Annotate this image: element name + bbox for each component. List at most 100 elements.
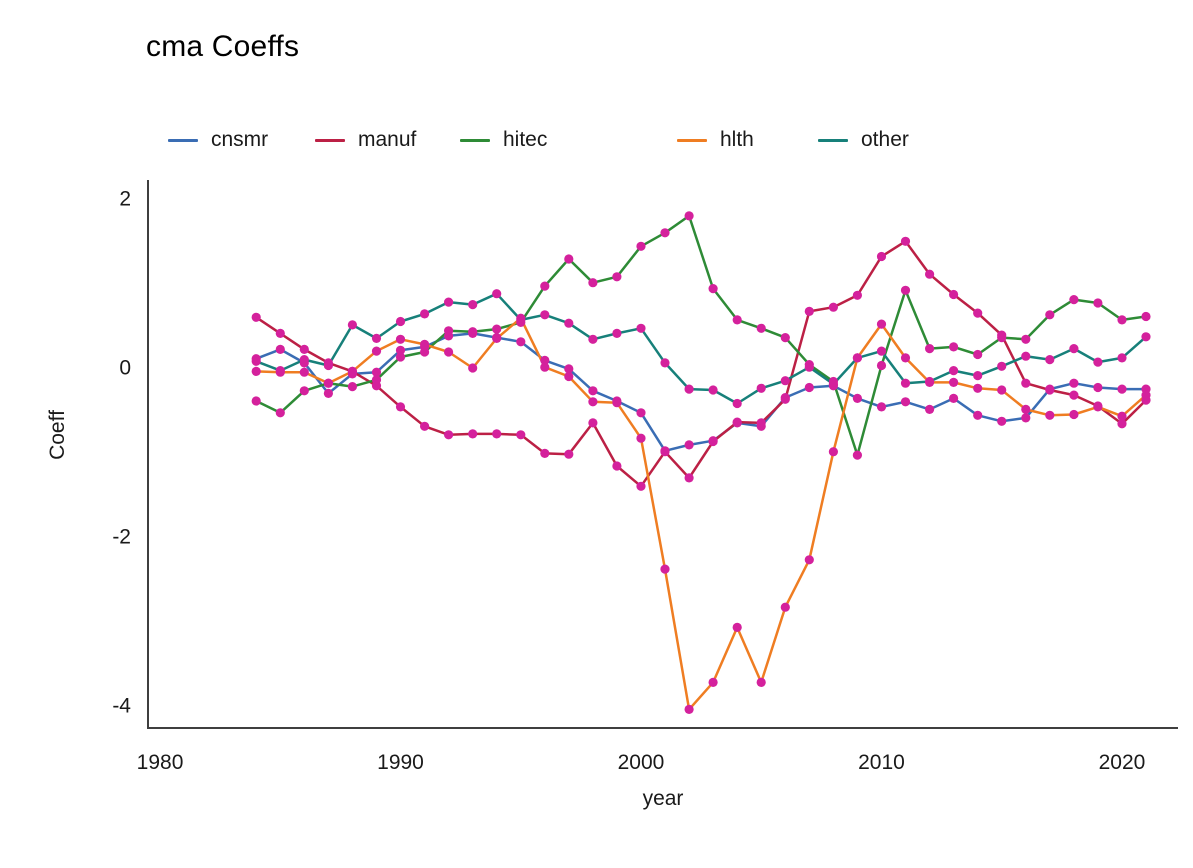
point-other-2009 — [852, 353, 863, 363]
point-manuf-1985 — [275, 328, 285, 338]
point-manuf-1998 — [588, 418, 598, 428]
point-hitec-2021 — [1141, 311, 1151, 322]
point-hitec-1988 — [347, 382, 357, 392]
point-other-2011 — [900, 378, 911, 388]
point-other-2000 — [636, 323, 646, 333]
point-hlth-2008 — [828, 447, 839, 457]
point-other-2003 — [708, 385, 718, 395]
point-hitec-2015 — [997, 333, 1007, 343]
point-other-2021 — [1141, 332, 1151, 342]
point-manuf-2002 — [684, 473, 694, 483]
point-cnsmr-2000 — [636, 408, 646, 418]
point-hitec-2005 — [756, 323, 766, 333]
point-other-2013 — [949, 366, 959, 376]
point-manuf-2014 — [973, 308, 983, 318]
point-hitec-1986 — [299, 386, 309, 396]
point-other-1988 — [347, 320, 357, 330]
point-hitec-2000 — [636, 241, 646, 251]
point-other-2018 — [1069, 344, 1079, 354]
point-hlth-1993 — [468, 363, 478, 373]
point-cnsmr-2019 — [1093, 382, 1103, 393]
y-tick-label: 2 — [119, 188, 131, 211]
point-hlth-1984 — [251, 366, 261, 376]
point-hlth-1996 — [540, 362, 550, 372]
point-manuf-1990 — [395, 402, 406, 412]
legend-label-hlth: hlth — [720, 128, 754, 151]
point-cnsmr-2016 — [1021, 413, 1031, 423]
point-manuf-2016 — [1021, 378, 1031, 388]
point-manuf-1986 — [299, 344, 309, 354]
point-hlth-2020 — [1117, 411, 1127, 421]
point-cnsmr-1987 — [323, 388, 333, 398]
point-hitec-1998 — [588, 278, 598, 288]
point-other-1995 — [516, 315, 526, 325]
point-manuf-2010 — [876, 251, 887, 262]
point-hlth-2000 — [636, 433, 646, 443]
point-hlth-1997 — [564, 371, 574, 382]
x-tick-label: 2020 — [1099, 751, 1146, 774]
point-hlth-2018 — [1069, 409, 1079, 420]
point-other-1984 — [251, 356, 261, 366]
point-cnsmr-2002 — [684, 440, 694, 450]
point-cnsmr-2020 — [1117, 384, 1127, 394]
point-hitec-2006 — [780, 333, 790, 343]
point-manuf-2003 — [708, 436, 718, 447]
y-tick-label: -2 — [112, 526, 131, 549]
x-tick-label: 2000 — [618, 751, 665, 774]
point-hitec-1990 — [395, 352, 406, 362]
legend-swatch-manuf — [315, 138, 345, 142]
point-hitec-1989 — [371, 375, 382, 385]
point-cnsmr-2010 — [876, 402, 887, 412]
point-other-1991 — [420, 309, 430, 319]
legend-swatch-hitec — [460, 138, 490, 142]
point-other-1989 — [371, 333, 382, 343]
legend-item-other: other — [818, 125, 909, 155]
point-hitec-1997 — [564, 254, 574, 264]
point-manuf-2011 — [900, 236, 911, 246]
point-manuf-1994 — [492, 429, 502, 439]
legend-item-manuf: manuf — [315, 125, 416, 155]
point-manuf-2000 — [636, 481, 646, 491]
point-manuf-2005 — [756, 418, 766, 428]
point-other-2002 — [684, 384, 694, 394]
point-hitec-2014 — [973, 349, 983, 360]
point-hitec-1991 — [420, 347, 430, 357]
point-hlth-1986 — [299, 367, 309, 377]
point-other-2001 — [660, 358, 670, 368]
point-hitec-2004 — [732, 315, 742, 325]
legend-swatch-other — [818, 138, 848, 142]
point-manuf-1992 — [444, 430, 454, 440]
point-hitec-2003 — [708, 284, 718, 294]
point-manuf-2020 — [1117, 419, 1127, 429]
point-other-2020 — [1117, 353, 1127, 363]
point-hitec-2009 — [852, 450, 863, 460]
point-cnsmr-1985 — [275, 344, 285, 354]
x-tick-label: 1990 — [377, 751, 424, 774]
point-hlth-2010 — [876, 319, 887, 329]
point-manuf-2001 — [660, 447, 670, 457]
point-hitec-1994 — [492, 324, 502, 334]
y-tick-label: 0 — [119, 357, 131, 380]
point-hlth-2003 — [708, 677, 718, 688]
point-cnsmr-2012 — [925, 404, 935, 414]
point-hitec-1993 — [468, 327, 478, 337]
point-other-1998 — [588, 334, 598, 344]
point-manuf-1996 — [540, 448, 550, 458]
axis-lines — [147, 180, 1178, 729]
point-manuf-2012 — [925, 269, 935, 279]
point-hitec-2011 — [900, 285, 911, 295]
point-manuf-2013 — [949, 289, 959, 300]
point-manuf-2008 — [828, 302, 839, 312]
point-cnsmr-1990 — [395, 345, 406, 355]
point-hlth-2011 — [900, 353, 911, 363]
series-line-hlth — [254, 316, 1148, 711]
point-other-2008 — [828, 379, 839, 389]
point-hitec-2010 — [876, 360, 887, 371]
y-axis-tick-labels: 2 0 -2 -4 — [112, 188, 131, 718]
point-hitec-2001 — [660, 228, 670, 238]
point-hlth-1994 — [492, 333, 502, 343]
point-hlth-1988 — [347, 366, 357, 376]
point-hitec-2020 — [1117, 315, 1127, 325]
point-hitec-1999 — [612, 272, 622, 282]
point-cnsmr-1998 — [588, 386, 598, 396]
